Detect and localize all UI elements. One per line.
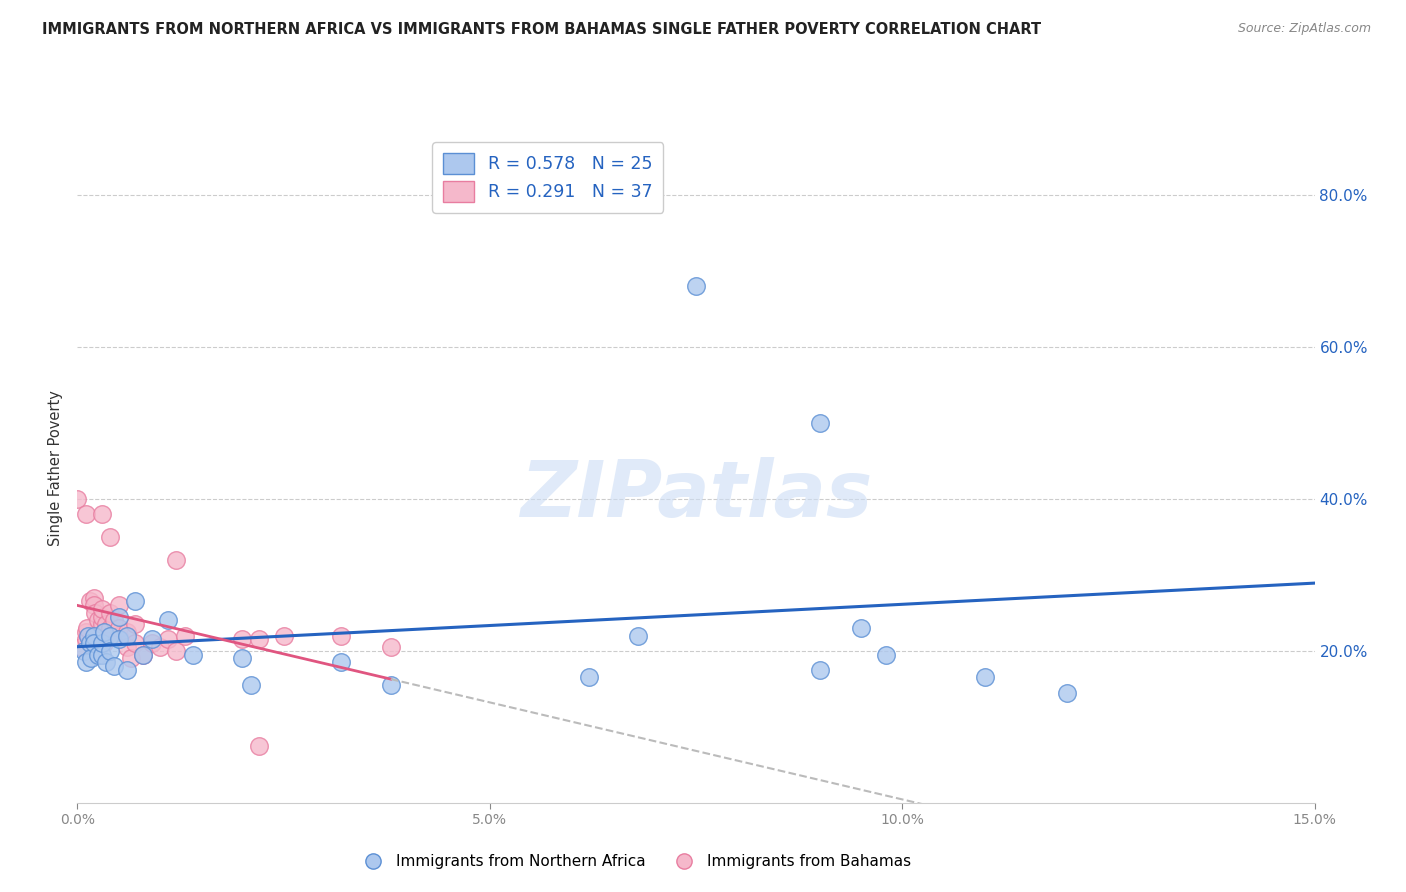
Point bbox=[98, 644, 121, 658]
Point bbox=[66, 491, 89, 506]
Point bbox=[91, 602, 114, 616]
Point bbox=[87, 613, 110, 627]
Point bbox=[83, 591, 105, 605]
Point bbox=[75, 655, 97, 669]
Point bbox=[70, 640, 93, 654]
Point bbox=[380, 640, 402, 654]
Point bbox=[231, 632, 253, 647]
Point bbox=[84, 606, 107, 620]
Point bbox=[83, 636, 105, 650]
Point bbox=[96, 655, 118, 669]
Point bbox=[124, 617, 146, 632]
Point bbox=[380, 678, 402, 692]
Point bbox=[115, 663, 138, 677]
Point bbox=[165, 552, 187, 566]
Point bbox=[132, 648, 155, 662]
Point bbox=[107, 628, 129, 642]
Point bbox=[141, 632, 163, 647]
Point bbox=[247, 739, 270, 753]
Point bbox=[83, 628, 105, 642]
Point bbox=[98, 628, 121, 642]
Point bbox=[93, 636, 115, 650]
Legend: Immigrants from Northern Africa, Immigrants from Bahamas: Immigrants from Northern Africa, Immigra… bbox=[352, 848, 917, 875]
Text: Source: ZipAtlas.com: Source: ZipAtlas.com bbox=[1237, 22, 1371, 36]
Point bbox=[91, 648, 114, 662]
Point bbox=[273, 628, 295, 642]
Point bbox=[107, 632, 129, 647]
Point bbox=[149, 640, 172, 654]
Point bbox=[98, 621, 121, 635]
Point bbox=[79, 636, 101, 650]
Point bbox=[115, 624, 138, 639]
Y-axis label: Single Father Poverty: Single Father Poverty bbox=[48, 391, 63, 546]
Point bbox=[75, 507, 97, 521]
Point bbox=[578, 670, 600, 684]
Point bbox=[157, 613, 180, 627]
Point bbox=[77, 628, 100, 642]
Point bbox=[124, 594, 146, 608]
Point bbox=[181, 648, 204, 662]
Point bbox=[808, 663, 831, 677]
Point bbox=[87, 648, 110, 662]
Point bbox=[849, 621, 872, 635]
Point bbox=[875, 648, 897, 662]
Point bbox=[103, 659, 125, 673]
Point bbox=[808, 416, 831, 430]
Point bbox=[330, 655, 353, 669]
Point bbox=[330, 628, 353, 642]
Point bbox=[107, 609, 129, 624]
Point bbox=[93, 624, 115, 639]
Point bbox=[98, 606, 121, 620]
Point bbox=[239, 678, 262, 692]
Text: ZIPatlas: ZIPatlas bbox=[520, 457, 872, 533]
Point bbox=[80, 651, 103, 665]
Point bbox=[91, 636, 114, 650]
Point bbox=[231, 651, 253, 665]
Point bbox=[103, 613, 125, 627]
Point bbox=[73, 644, 96, 658]
Point bbox=[1056, 685, 1078, 699]
Point bbox=[115, 628, 138, 642]
Point bbox=[973, 670, 995, 684]
Point bbox=[98, 530, 121, 544]
Point bbox=[91, 609, 114, 624]
Point bbox=[247, 632, 270, 647]
Point bbox=[132, 648, 155, 662]
Text: IMMIGRANTS FROM NORTHERN AFRICA VS IMMIGRANTS FROM BAHAMAS SINGLE FATHER POVERTY: IMMIGRANTS FROM NORTHERN AFRICA VS IMMIG… bbox=[42, 22, 1042, 37]
Point bbox=[173, 628, 195, 642]
Point bbox=[627, 628, 650, 642]
Point bbox=[75, 632, 97, 647]
Point bbox=[75, 624, 97, 639]
Point bbox=[96, 617, 118, 632]
Point bbox=[165, 644, 187, 658]
Point bbox=[91, 617, 114, 632]
Point bbox=[115, 640, 138, 654]
Point bbox=[685, 278, 707, 293]
Point bbox=[124, 636, 146, 650]
Point bbox=[107, 598, 129, 612]
Point bbox=[141, 636, 163, 650]
Point bbox=[79, 594, 101, 608]
Point bbox=[91, 507, 114, 521]
Point bbox=[76, 621, 98, 635]
Point bbox=[157, 632, 180, 647]
Point bbox=[107, 621, 129, 635]
Point bbox=[83, 598, 105, 612]
Point bbox=[120, 651, 142, 665]
